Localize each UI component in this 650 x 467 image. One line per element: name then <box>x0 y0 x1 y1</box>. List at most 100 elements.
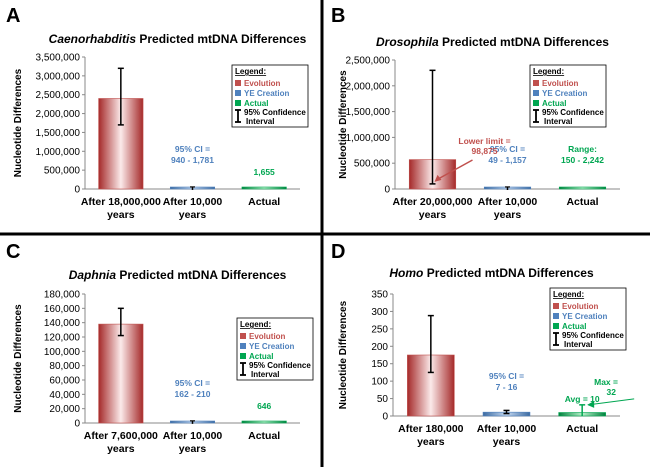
x-tick-label: After 10,000 <box>477 423 537 435</box>
legend-title: Legend: <box>240 320 271 329</box>
legend-swatch-creation <box>240 343 246 349</box>
bar-annotation: 150 - 2,242 <box>561 155 604 165</box>
chart-title-rest: Predicted mtDNA Differences <box>116 268 287 282</box>
chart-title: Caenorhabditis Predicted mtDNA Differenc… <box>49 32 307 46</box>
y-axis-label: Nucleotide Differences <box>338 300 349 409</box>
bar-annotation: 95% CI = <box>175 378 210 388</box>
x-tick-label: years <box>493 436 521 448</box>
x-tick-label: years <box>179 443 207 455</box>
y-tick-label: 100,000 <box>44 347 81 358</box>
chart-title: Homo Predicted mtDNA Differences <box>389 266 594 280</box>
max-label: 32 <box>607 387 617 397</box>
chart-title: Daphnia Predicted mtDNA Differences <box>69 268 287 282</box>
legend-label-creation: YE Creation <box>249 342 294 351</box>
lower-limit-arrowhead <box>434 174 442 182</box>
legend-title: Legend: <box>553 290 584 299</box>
legend-label-creation: YE Creation <box>244 89 289 98</box>
y-tick-label: 20,000 <box>49 404 80 415</box>
legend-swatch-evolution <box>235 80 241 86</box>
y-tick-label: 300 <box>371 307 388 318</box>
lower-limit-label: 98,875 <box>472 146 498 156</box>
panel-D: D Homo Predicted mtDNA Differences Nucleot… <box>331 241 635 448</box>
bar-annotation: 95% CI = <box>489 371 524 381</box>
y-tick-label: 2,000,000 <box>36 109 81 120</box>
panel-letter: D <box>331 241 345 263</box>
legend-box <box>231 64 309 128</box>
legend-label-ci: 95% Confidence <box>249 361 311 370</box>
x-tick-label: years <box>179 209 207 221</box>
legend-label-ci: 95% Confidence <box>244 108 306 117</box>
y-axis-label: Nucleotide Differences <box>338 70 349 179</box>
x-tick-label: years <box>107 443 135 455</box>
legend-swatch-creation <box>553 313 559 319</box>
y-tick-label: 50 <box>377 394 389 405</box>
y-tick-label: 1,000,000 <box>346 133 391 144</box>
panel-B: B Drosophila Predicted mtDNA Differences N… <box>331 5 620 221</box>
x-tick-label: After 180,000 <box>398 423 464 435</box>
y-tick-label: 1,500,000 <box>346 107 391 118</box>
lower-limit-arrow <box>436 159 473 181</box>
y-tick-label: 80,000 <box>49 361 80 372</box>
legend-box <box>236 317 314 381</box>
legend-label-actual: Actual <box>562 322 586 331</box>
legend-title: Legend: <box>235 67 266 76</box>
x-tick-label: Actual <box>248 196 280 208</box>
y-tick-label: 500,000 <box>354 159 391 170</box>
y-tick-label: 0 <box>382 412 388 423</box>
bar-actual <box>241 186 287 190</box>
chart-title-rest: Predicted mtDNA Differences <box>439 35 610 49</box>
panel-letter: A <box>6 5 20 27</box>
legend-swatch-actual <box>240 353 246 359</box>
bar-actual <box>558 186 607 190</box>
bar-evolution <box>98 323 144 424</box>
y-tick-label: 40,000 <box>49 390 80 401</box>
y-tick-label: 0 <box>74 185 80 196</box>
legend-swatch-creation <box>235 90 241 96</box>
y-tick-label: 350 <box>371 290 388 301</box>
panel-C: C Daphnia Predicted mtDNA Differences Nucl… <box>6 241 314 455</box>
chart-title-rest: Predicted mtDNA Differences <box>423 266 594 280</box>
legend-label-creation: YE Creation <box>562 312 607 321</box>
y-tick-label: 2,500,000 <box>36 90 81 101</box>
chart-title-genus: Homo <box>389 266 423 280</box>
y-tick-label: 100 <box>371 377 388 388</box>
y-tick-label: 2,500,000 <box>346 56 391 67</box>
legend-label-evolution: Evolution <box>249 332 286 341</box>
x-tick-label: Actual <box>566 423 598 435</box>
chart-title-genus: Caenorhabditis <box>49 32 137 46</box>
legend-label-ci: Interval <box>251 370 279 379</box>
max-arrowhead <box>587 400 595 408</box>
bar-annotation: 95% CI = <box>490 144 525 154</box>
y-tick-label: 60,000 <box>49 376 80 387</box>
x-tick-label: Actual <box>248 430 280 442</box>
bar-annotation: 162 - 210 <box>175 389 211 399</box>
legend-label-actual: Actual <box>244 99 268 108</box>
legend-label-evolution: Evolution <box>244 79 281 88</box>
x-tick-label: years <box>107 209 135 221</box>
bar-annotation: 940 - 1,781 <box>171 155 214 165</box>
y-tick-label: 140,000 <box>44 318 81 329</box>
y-tick-label: 1,000,000 <box>36 147 81 158</box>
y-tick-label: 1,500,000 <box>36 128 81 139</box>
panel-letter: C <box>6 241 20 263</box>
y-axis-label: Nucleotide Differences <box>13 304 24 413</box>
lower-limit-label: Lower limit = <box>458 136 510 146</box>
y-tick-label: 160,000 <box>44 304 81 315</box>
x-tick-label: After 7,600,000 <box>84 430 158 442</box>
bar-annotation: 95% CI = <box>175 144 210 154</box>
panel-A: A Caenorhabditis Predicted mtDNA Differen… <box>6 5 309 221</box>
y-tick-label: 250 <box>371 324 388 335</box>
x-tick-label: After 10,000 <box>478 196 538 208</box>
legend-box <box>549 287 627 351</box>
bar-annotation: 7 - 16 <box>496 382 518 392</box>
x-tick-label: Actual <box>566 196 598 208</box>
y-tick-label: 3,000,000 <box>36 71 81 82</box>
chart-title-genus: Drosophila <box>376 35 439 49</box>
legend-swatch-evolution <box>553 303 559 309</box>
x-tick-label: years <box>419 209 447 221</box>
x-tick-label: After 18,000,000 <box>81 196 161 208</box>
chart-title-genus: Daphnia <box>69 268 117 282</box>
